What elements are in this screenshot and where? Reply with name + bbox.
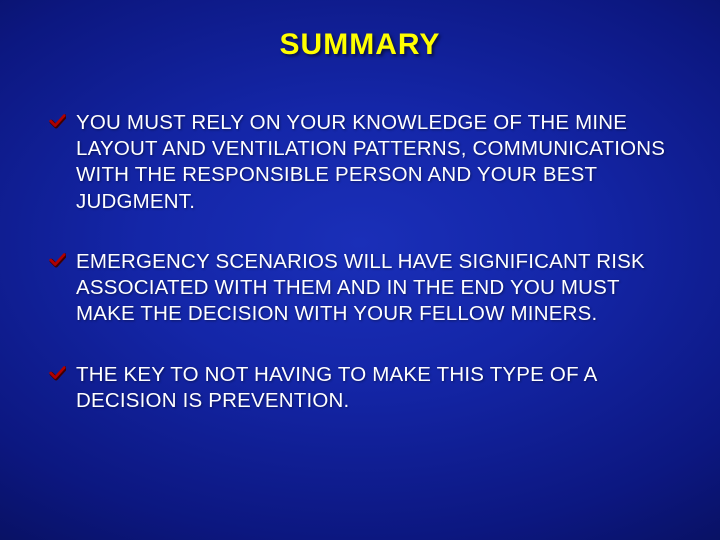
- checkmark-icon: [48, 362, 76, 386]
- bullet-text: YOU MUST RELY ON YOUR KNOWLEDGE OF THE M…: [76, 110, 680, 215]
- checkmark-icon: [48, 249, 76, 273]
- slide: SUMMARY YOU MUST RELY ON YOUR KNOWLEDGE …: [0, 0, 720, 540]
- slide-title: SUMMARY: [0, 28, 720, 62]
- bullet-list: YOU MUST RELY ON YOUR KNOWLEDGE OF THE M…: [48, 110, 680, 448]
- bullet-text: EMERGENCY SCENARIOS WILL HAVE SIGNIFICAN…: [76, 249, 680, 328]
- list-item: EMERGENCY SCENARIOS WILL HAVE SIGNIFICAN…: [48, 249, 680, 328]
- bullet-text: THE KEY TO NOT HAVING TO MAKE THIS TYPE …: [76, 362, 680, 414]
- checkmark-icon: [48, 110, 76, 134]
- list-item: YOU MUST RELY ON YOUR KNOWLEDGE OF THE M…: [48, 110, 680, 215]
- list-item: THE KEY TO NOT HAVING TO MAKE THIS TYPE …: [48, 362, 680, 414]
